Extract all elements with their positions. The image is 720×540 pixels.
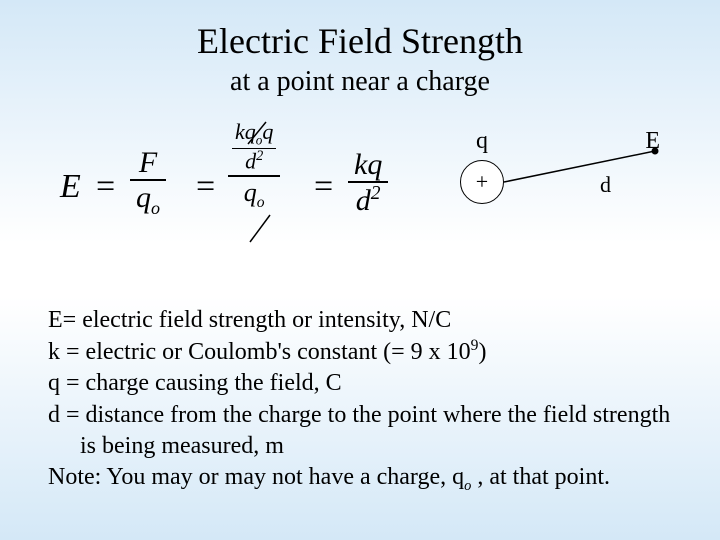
def-E: E= electric field strength or intensity,… [48, 305, 672, 336]
strike-lines [228, 120, 308, 250]
eq-equals-2: = [196, 168, 215, 206]
eq-equals-3: = [314, 168, 333, 206]
diagram-svg [440, 110, 680, 230]
frac3-k: k [354, 148, 367, 181]
eq-frac-final: kq d2 [348, 148, 388, 217]
eq-frac-F-over-qo: F qo [130, 146, 166, 219]
note-post: , at that point. [471, 464, 610, 490]
frac3-den: d2 [348, 183, 388, 217]
frac1-den-sub: o [151, 198, 160, 218]
page-subtitle: at a point near a charge [0, 66, 720, 98]
def-note: Note: You may or may not have a charge, … [48, 462, 672, 496]
def-k-post: ) [478, 339, 486, 365]
frac3-q: q [367, 148, 382, 181]
eq-equals-1: = [96, 168, 115, 206]
frac3-num: kq [348, 148, 388, 183]
def-k-pre: k = electric or Coulomb's constant (= 9 … [48, 339, 471, 365]
frac1-num: F [130, 146, 166, 181]
frac3-d: d [356, 184, 371, 217]
note-pre: Note: You may or may not have a charge, … [48, 464, 464, 490]
def-k: k = electric or Coulomb's constant (= 9 … [48, 336, 672, 368]
def-d: d = distance from the charge to the poin… [48, 400, 672, 462]
diagram-d-label: d [600, 172, 611, 198]
def-q: q = charge causing the field, C [48, 368, 672, 399]
page-title: Electric Field Strength [0, 0, 720, 62]
frac1-den-q: q [136, 181, 151, 214]
eq-lhs: E [60, 168, 81, 206]
definitions-block: E= electric field strength or intensity,… [48, 305, 672, 495]
frac1-den: qo [130, 181, 166, 219]
diagram: q E + d [440, 110, 680, 230]
frac3-d-exp: 2 [371, 183, 381, 204]
